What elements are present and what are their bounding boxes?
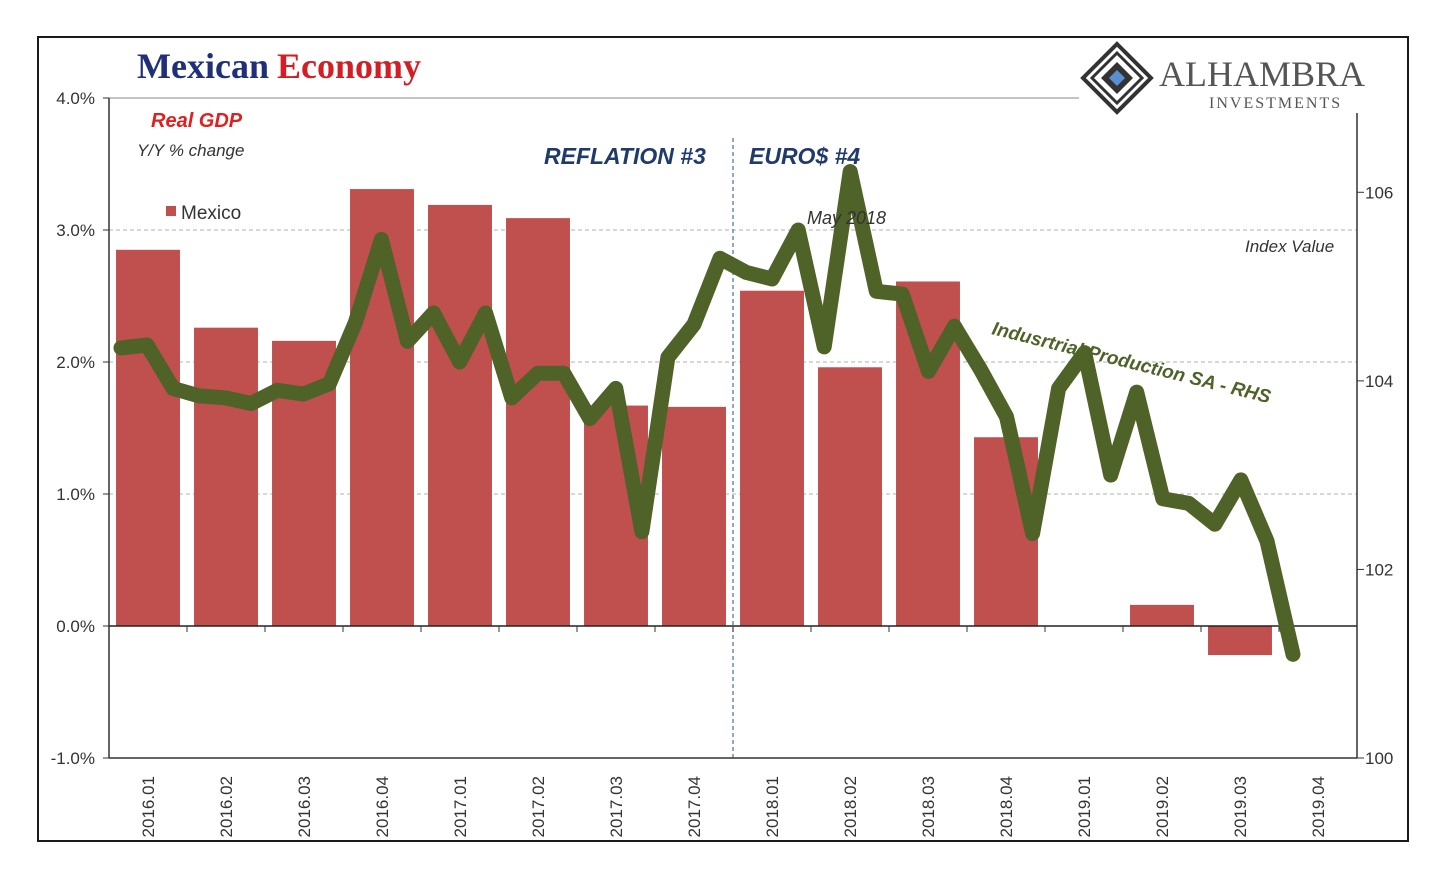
legend-label: Mexico bbox=[181, 203, 241, 224]
y-left-tick-label: 4.0% bbox=[56, 89, 95, 108]
bar-2018.01 bbox=[740, 290, 804, 626]
annotation-may: May 2018 bbox=[807, 208, 886, 228]
x-tick-label: 2017.03 bbox=[607, 776, 626, 837]
y-left-tick-label: 2.0% bbox=[56, 353, 95, 372]
chart: 4.0% 3.0% 2.0% 1.0% 0.0% -1.0% 106 104 102 100 201… bbox=[51, 41, 1393, 837]
y-right-tick-label: 104 bbox=[1365, 372, 1393, 391]
x-tick-label: 2019.01 bbox=[1075, 776, 1094, 837]
y-right-tick-label: 106 bbox=[1365, 183, 1393, 202]
x-tick-label: 2018.01 bbox=[763, 776, 782, 837]
x-tick-label: 2018.02 bbox=[841, 776, 860, 837]
legend: Mexico bbox=[166, 203, 241, 224]
bar-2019.03 bbox=[1208, 626, 1272, 656]
y-left-tick-label: 1.0% bbox=[56, 485, 95, 504]
subtitle: Real GDP bbox=[151, 110, 243, 132]
x-tick-label: 2019.02 bbox=[1153, 776, 1172, 837]
bar-2016.02 bbox=[194, 327, 258, 626]
logo-sub: INVESTMENTS bbox=[1209, 95, 1342, 112]
x-tick-label: 2019.03 bbox=[1231, 776, 1250, 837]
chart-title: Mexican Economy bbox=[137, 46, 421, 86]
annotation-reflation: REFLATION #3 bbox=[544, 143, 706, 169]
y-right-tick-label: 100 bbox=[1365, 749, 1393, 768]
bar-2016.01 bbox=[116, 249, 180, 627]
right-axis-label: Index Value bbox=[1245, 237, 1334, 256]
bar-2018.02 bbox=[818, 367, 882, 626]
y-left-tick-label: 0.0% bbox=[56, 617, 95, 636]
logo-name: ALHAMBRA bbox=[1159, 54, 1365, 94]
y-left-tick-label: -1.0% bbox=[51, 749, 95, 768]
x-tick-label: 2017.02 bbox=[529, 776, 548, 837]
annotation-euros: EURO$ #4 bbox=[749, 143, 860, 169]
x-tick-label: 2018.04 bbox=[997, 776, 1016, 837]
title-part1: Mexican bbox=[137, 46, 269, 86]
x-tick-label: 2018.03 bbox=[919, 776, 938, 837]
x-tick-label: 2017.04 bbox=[685, 776, 704, 837]
bar-2017.01 bbox=[428, 204, 492, 627]
bar-2017.02 bbox=[506, 218, 570, 626]
x-tick-label: 2016.03 bbox=[295, 776, 314, 837]
y-right-tick-label: 102 bbox=[1365, 560, 1393, 579]
rhs-series-line bbox=[113, 164, 1301, 662]
chart-frame: 4.0% 3.0% 2.0% 1.0% 0.0% -1.0% 106 104 102 100 201… bbox=[37, 36, 1409, 842]
legend-swatch bbox=[166, 206, 176, 216]
x-tick-label: 2016.02 bbox=[217, 776, 236, 837]
x-tick-label: 2016.01 bbox=[139, 776, 158, 837]
x-tick-label: 2016.04 bbox=[373, 776, 392, 837]
bar-2019.02 bbox=[1130, 604, 1194, 626]
bar-2017.04 bbox=[662, 406, 726, 626]
title-part2: Economy bbox=[277, 46, 421, 86]
subtitle2: Y/Y % change bbox=[137, 141, 244, 160]
y-left-tick-label: 3.0% bbox=[56, 221, 95, 240]
logo: ALHAMBRA INVESTMENTS bbox=[1080, 41, 1365, 115]
x-tick-label: 2017.01 bbox=[451, 776, 470, 837]
x-tick-label: 2019.04 bbox=[1309, 776, 1328, 837]
logo-diamond-icon bbox=[1080, 41, 1154, 115]
